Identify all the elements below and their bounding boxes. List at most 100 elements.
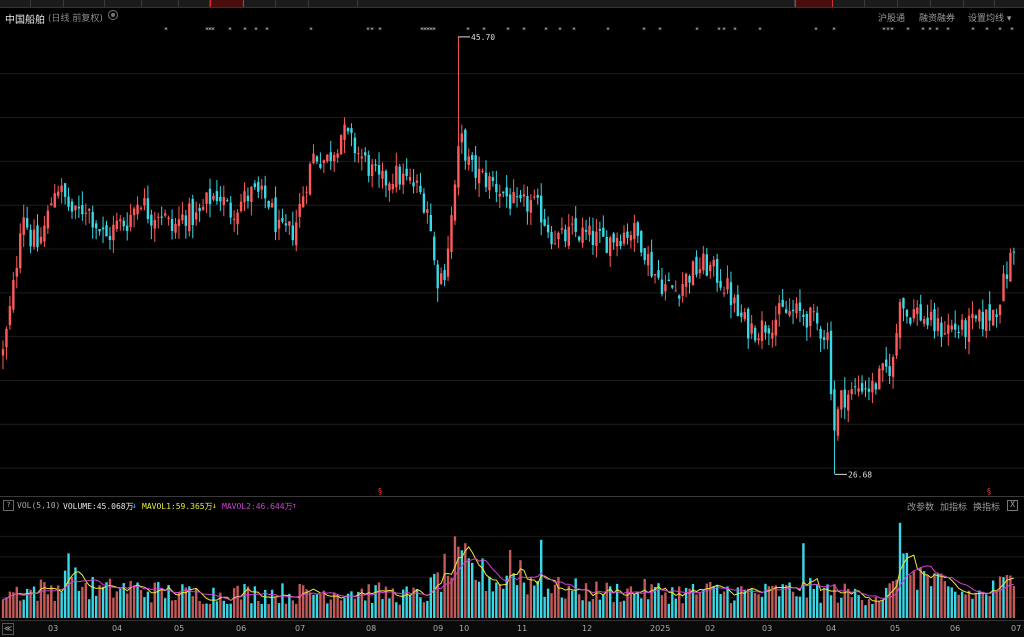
hk-connect-link[interactable]: 沪股通 — [878, 14, 906, 24]
candle-body — [512, 191, 515, 204]
volume-bar — [543, 596, 546, 618]
tab[interactable] — [243, 0, 276, 7]
candle-body — [429, 214, 432, 232]
month-label: 06 — [950, 624, 961, 633]
candle-body — [508, 194, 512, 209]
tab-daily[interactable] — [210, 0, 244, 7]
tab[interactable] — [931, 0, 964, 7]
volume-bar — [674, 598, 677, 618]
candle-body — [267, 201, 270, 208]
tab[interactable] — [276, 0, 309, 7]
change-params-button[interactable]: 改参数 — [907, 503, 935, 513]
candle-body — [50, 203, 53, 206]
tab[interactable] — [31, 0, 64, 7]
volume-bar — [136, 582, 139, 618]
volume-bar — [198, 600, 201, 618]
event-marker-icon: * — [243, 26, 247, 34]
volume-bar — [760, 596, 764, 618]
candle-body — [778, 303, 781, 315]
volume-bar — [871, 603, 874, 618]
volume-bar — [816, 585, 819, 618]
volume-bar — [50, 585, 53, 618]
candle-body — [681, 284, 684, 296]
help-icon[interactable]: ? — [3, 500, 14, 511]
tab[interactable] — [105, 0, 142, 7]
tab[interactable] — [898, 0, 931, 7]
volume-bar — [536, 581, 539, 618]
candle-body — [370, 164, 374, 176]
volume-bar — [843, 583, 846, 618]
volume-bar — [174, 599, 177, 618]
candle-body — [871, 380, 874, 393]
candle-body — [705, 254, 708, 276]
candle-body — [577, 236, 581, 241]
candle-body — [450, 215, 453, 253]
candle-body — [257, 182, 260, 192]
volume-bar — [995, 591, 998, 618]
volume-bar — [826, 584, 829, 618]
event-marker-icon: * — [935, 26, 939, 34]
candle-body — [364, 152, 367, 156]
candle-body — [129, 214, 132, 228]
event-marker-icon: * — [717, 26, 721, 34]
add-indicator-button[interactable]: 加指标 — [940, 503, 968, 513]
volume-bar — [222, 600, 225, 618]
candle-body — [477, 168, 481, 184]
tab[interactable] — [865, 0, 898, 7]
switch-indicator-button[interactable]: 换指标 — [973, 503, 1001, 513]
candle-body — [881, 363, 884, 371]
candle-body — [36, 225, 39, 248]
volume-bar — [157, 582, 160, 618]
volume-bar — [108, 578, 112, 618]
event-marker-icon: * — [254, 26, 258, 34]
tab[interactable] — [832, 0, 865, 7]
volume-bar — [905, 552, 909, 618]
mavol2-arrow: ↑ — [292, 501, 297, 510]
candle-body — [864, 388, 867, 390]
volume-bar — [408, 594, 412, 618]
event-marker-icon: * — [429, 26, 433, 34]
volume-bar — [384, 586, 388, 618]
volume-bar — [805, 597, 809, 618]
volume-bar — [740, 586, 743, 618]
volume-bar — [291, 600, 294, 618]
volume-bar — [767, 586, 771, 618]
tab[interactable] — [142, 0, 179, 7]
month-label: 07 — [1011, 624, 1022, 633]
volume-bar — [481, 558, 484, 618]
volume-bar — [312, 594, 315, 618]
margin-trading-link[interactable]: 融资融券 — [919, 14, 956, 24]
tab-right-active[interactable] — [795, 0, 833, 7]
volume-bar — [188, 586, 191, 618]
candle-body — [598, 228, 602, 231]
tab[interactable] — [179, 0, 210, 7]
volume-bar — [719, 593, 722, 618]
month-label: 08 — [366, 624, 377, 633]
scroll-left-icon[interactable]: ≪ — [2, 623, 14, 635]
volume-bar — [339, 600, 343, 618]
event-marker-icon: * — [432, 26, 436, 34]
volume-bar — [974, 592, 978, 618]
tab[interactable] — [964, 0, 995, 7]
tab[interactable] — [64, 0, 105, 7]
tab[interactable] — [309, 0, 358, 7]
tab[interactable] — [764, 0, 795, 7]
volume-bar — [70, 576, 74, 618]
volume-bar — [488, 576, 491, 618]
event-marker-icon: * — [522, 26, 526, 34]
candle-body — [281, 218, 284, 222]
close-icon[interactable]: X — [1007, 500, 1018, 511]
candle-body — [891, 356, 895, 377]
top-tab-strip — [0, 0, 1024, 8]
event-marker-icon: * — [695, 26, 699, 34]
gear-icon[interactable] — [108, 10, 118, 20]
volume-bar — [957, 594, 960, 618]
ma-settings-button[interactable]: 设置均线 ▾ — [968, 14, 1012, 24]
volume-bar — [460, 550, 464, 618]
candle-body — [515, 196, 519, 198]
tab[interactable] — [0, 0, 31, 7]
candle-body — [636, 222, 639, 236]
candle-body — [902, 297, 905, 309]
event-marker-icon: * — [758, 26, 762, 34]
volume-bar — [557, 576, 560, 618]
